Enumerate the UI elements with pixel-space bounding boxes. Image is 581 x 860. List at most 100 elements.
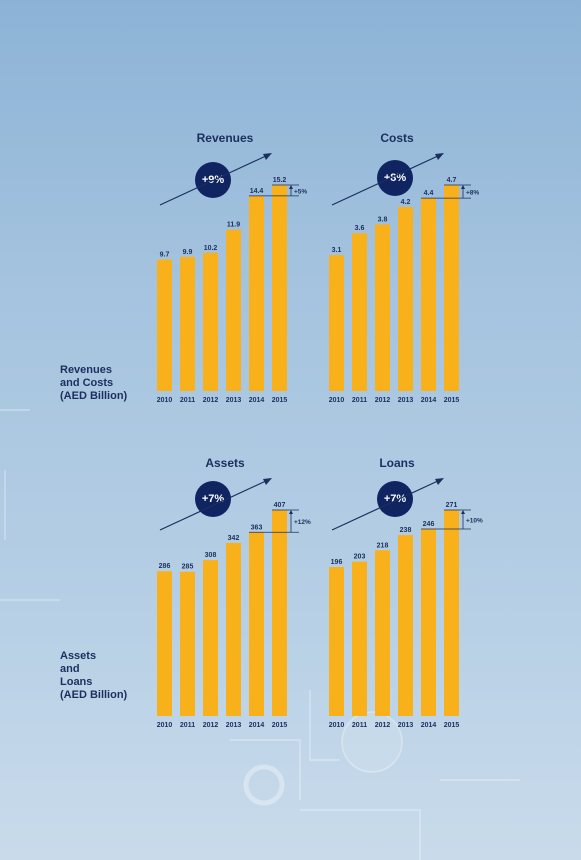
data-label: 4.4 [424,190,434,197]
data-label: 285 [182,564,194,571]
x-tick-label: 2012 [375,397,391,404]
bar [375,550,390,716]
data-label: 203 [354,554,366,561]
chart-title: Revenues [196,131,254,145]
data-label: 363 [251,524,263,531]
section-label-line: Loans [60,676,93,688]
x-tick-label: 2013 [226,722,242,729]
bar [398,535,413,716]
x-tick-label: 2014 [421,722,437,729]
bar [249,532,264,716]
x-tick-label: 2012 [203,722,219,729]
bar [329,567,344,716]
x-tick-label: 2011 [352,722,367,729]
x-tick-label: 2010 [157,722,173,729]
data-label: 4.7 [447,177,457,184]
bar [203,252,218,391]
chart-title: Assets [205,456,245,470]
data-label: 3.6 [355,225,365,232]
x-tick-label: 2013 [398,722,414,729]
bar [329,255,344,391]
increase-label: +8% [466,190,479,197]
data-label: 10.2 [204,245,218,252]
bar [272,510,287,716]
x-tick-label: 2013 [226,397,242,404]
x-tick-label: 2011 [180,722,195,729]
chart-panel-assets: Assets +7% 286 2010 285 2011 308 2012 342 2013 3… [150,450,311,740]
bar [398,206,413,391]
bar [226,542,241,716]
trend-arrow-head [263,478,272,485]
section-label-line: Revenues [60,364,112,376]
chart-svg: 3.1 2010 3.6 2011 3.8 2012 4.2 2013 4.4 2014 4.7 20… [329,153,479,404]
x-tick-label: 2012 [203,397,219,404]
bar [421,529,436,716]
chart-svg: 196 2010 203 2011 218 2012 238 2013 246 2014 271 20… [329,478,483,729]
data-label: 196 [331,559,343,566]
bar [226,229,241,391]
x-tick-label: 2014 [249,397,265,404]
trend-arrow-head [435,153,444,160]
x-tick-label: 2013 [398,397,414,404]
growth-badge: +8% [377,160,413,196]
data-label: 308 [205,552,217,559]
bar [421,198,436,391]
bar [352,233,367,391]
chart-panel-costs: Costs +8% 3.1 2010 3.6 2011 3.8 2012 4.2 2013 4.… [322,125,480,415]
chart-svg: 9.7 2010 9.9 2011 10.2 2012 11.9 2013 14.4 2014 15… [157,153,307,404]
section-label-revenues-costs: Revenues and Costs (AED Billion) [60,364,150,403]
chart-title: Costs [380,131,414,145]
section-label-line: Assets [60,650,97,662]
x-tick-label: 2010 [329,397,345,404]
data-label: 4.2 [401,199,411,206]
data-label: 3.8 [378,216,388,223]
x-tick-label: 2012 [375,722,391,729]
x-tick-label: 2015 [272,722,288,729]
trend-arrow-line [159,154,269,206]
data-label: 246 [423,521,435,528]
bar [272,185,287,391]
chart-panel-loans: Loans +7% 196 2010 203 2011 218 2012 238 2013 24… [322,450,483,740]
bar [352,561,367,716]
section-label-assets-loans: Assets and Loans (AED Billion) [60,650,150,702]
bar [375,224,390,391]
data-label: 407 [274,502,286,509]
data-label: 9.7 [160,252,170,259]
x-tick-label: 2010 [329,722,345,729]
trend-arrow-head [435,478,444,485]
bar [444,510,459,716]
section-label-line: (AED Billion) [60,689,128,701]
x-tick-label: 2011 [352,397,367,404]
chart-title: Loans [379,456,415,470]
data-label: 3.1 [332,247,342,254]
data-label: 9.9 [183,249,193,256]
data-label: 286 [159,563,171,570]
data-label: 342 [228,535,240,542]
x-tick-label: 2015 [444,397,460,404]
chart-svg: 286 2010 285 2011 308 2012 342 2013 363 2014 407 20… [157,478,311,729]
x-tick-label: 2015 [272,397,288,404]
data-label: 238 [400,527,412,534]
data-label: 11.9 [227,222,240,229]
trend-arrow-head [263,153,272,160]
increase-label: +10% [466,518,483,525]
bar [180,571,195,716]
bar [157,259,172,391]
increase-arrow-head [461,510,465,514]
x-tick-label: 2014 [249,722,265,729]
section-label-line: and [60,663,80,675]
trend-arrow-line [331,154,441,206]
bar [203,560,218,716]
bar [180,256,195,391]
increase-label: +5% [294,188,307,195]
trend-arrow-line [159,479,269,531]
x-tick-label: 2014 [421,397,437,404]
increase-arrow-head [461,185,465,189]
chart-panel-revenues: Revenues +9% 9.720109.9201110.2201211.92… [150,125,308,415]
bar [249,195,264,391]
x-tick-label: 2010 [157,397,173,404]
increase-arrow-head [289,185,293,189]
increase-arrow-head [289,510,293,514]
data-label: 14.4 [250,188,264,195]
